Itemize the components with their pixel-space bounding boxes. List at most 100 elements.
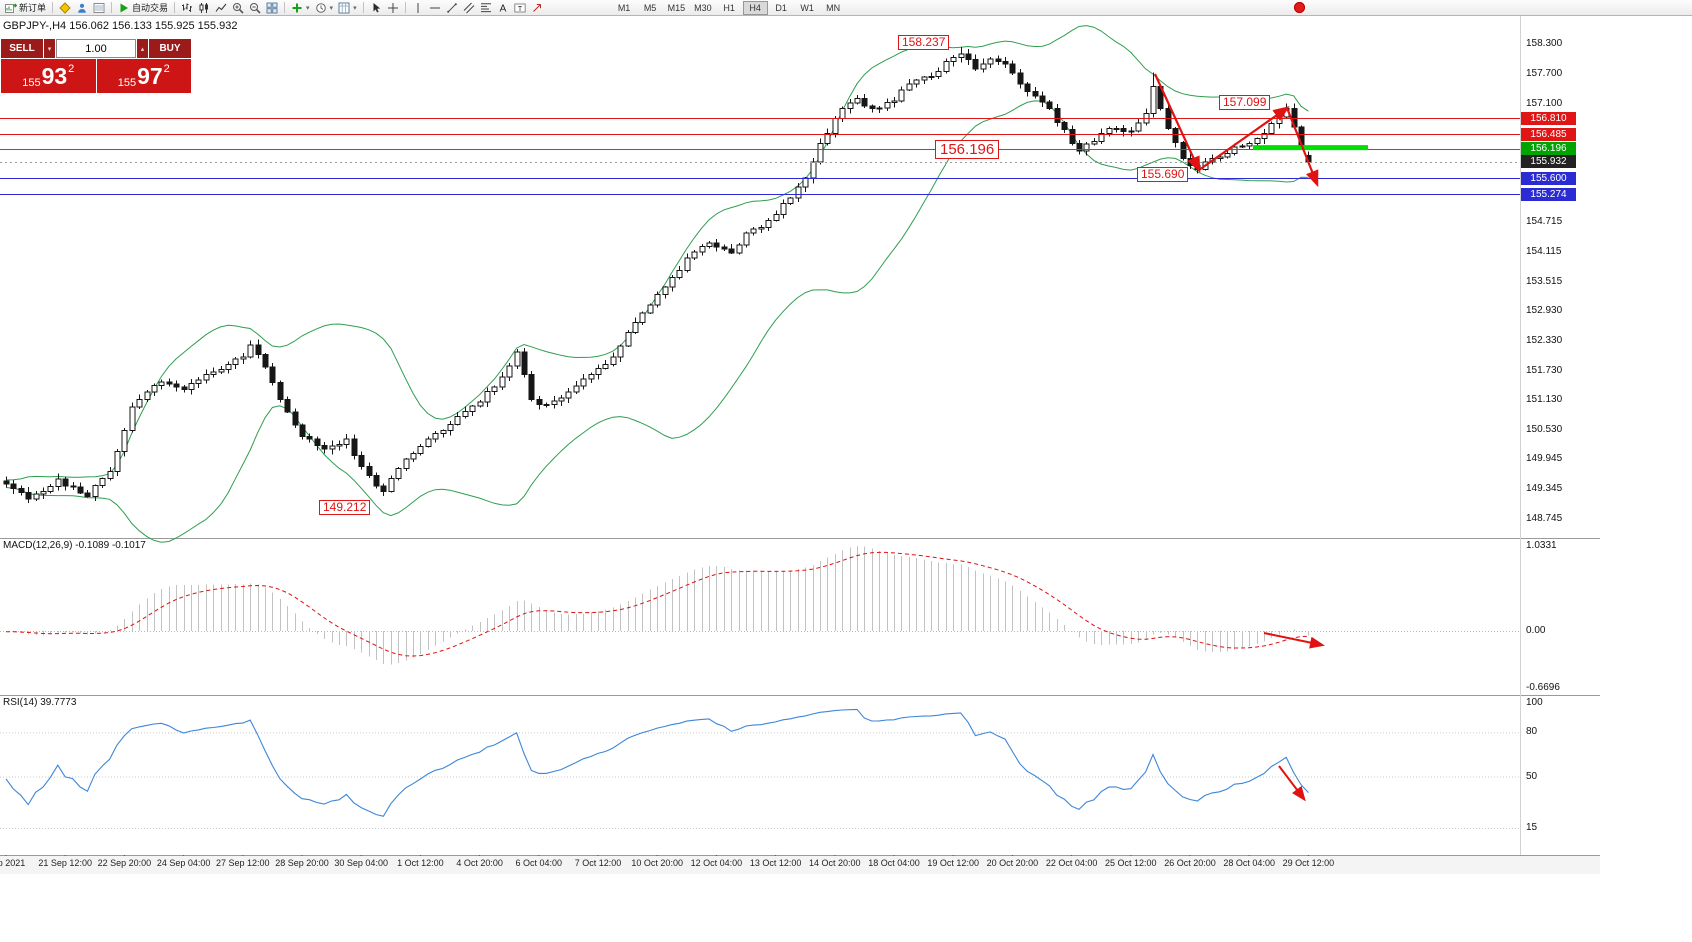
fibonacci-icon [480, 2, 491, 12]
volume-input[interactable]: 1.00 [56, 39, 136, 58]
line-chart-button[interactable] [213, 1, 229, 15]
rsi-arrow[interactable] [1278, 765, 1306, 802]
rsi-axis-label: 50 [1526, 770, 1538, 782]
buy-button[interactable]: BUY [149, 39, 191, 58]
channel-icon [463, 2, 474, 13]
rsi-axis-label: 15 [1526, 821, 1538, 833]
buy-price-base: 155 [117, 77, 137, 89]
timeframe-h4[interactable]: H4 [742, 0, 768, 15]
time-axis-label: 1 Oct 12:00 [397, 858, 444, 868]
zoom-in-button[interactable] [230, 1, 246, 15]
buy-price-button[interactable]: 155 97 2 [96, 59, 191, 93]
candlestick-chart-icon [199, 2, 209, 13]
crosshair-button[interactable] [385, 1, 401, 15]
price-callout[interactable]: 149.212 [319, 500, 371, 515]
price-axis-tag: 156.485 [1521, 127, 1576, 141]
toolbar-separator [362, 2, 364, 13]
price-axis-label: 157.700 [1526, 67, 1563, 79]
timeframe-m30[interactable]: M30 [694, 2, 712, 13]
toolbar-separator [111, 2, 113, 13]
market-watch-button[interactable] [74, 1, 90, 15]
volume-decrease-button[interactable]: ▾ [44, 39, 55, 58]
arrows-button[interactable] [529, 1, 545, 15]
price-callout[interactable]: 156.196 [935, 140, 1000, 159]
macd-histogram [5, 546, 1310, 665]
time-axis-label: 13 Oct 12:00 [749, 858, 802, 868]
bar-chart-icon [182, 3, 193, 12]
time-axis-label: 4 Oct 20:00 [456, 858, 503, 868]
toolbar: 新订单 自动交易 ▾ ▾ ▾ A T M1 M5 M15 M30 H1 H4 D1 W1 MN [0, 0, 1692, 16]
toolbar-separator [284, 2, 286, 13]
price-axis-label: 158.300 [1526, 38, 1563, 49]
sell-price-button[interactable]: 155 93 2 [1, 59, 96, 93]
time-axis-label: 24 Sep 04:00 [156, 858, 211, 868]
tile-windows-icon [266, 2, 278, 13]
horizontal-line-icon [429, 7, 440, 8]
time-axis-label: Sep 2021 [0, 858, 26, 868]
rsi-axis-label: 80 [1526, 726, 1538, 738]
channel-button[interactable] [461, 1, 477, 15]
sell-button[interactable]: SELL [1, 39, 43, 58]
timeframe-w1[interactable]: W1 [800, 2, 814, 13]
timeframe-mn[interactable]: MN [826, 2, 841, 13]
bar-chart-button[interactable] [179, 1, 195, 15]
price-axis-label: 152.330 [1526, 334, 1563, 346]
metaeditor-icon [59, 1, 71, 14]
time-axis-label: 25 Oct 12:00 [1105, 858, 1157, 868]
price-callout[interactable]: 155.690 [1137, 167, 1189, 182]
vertical-line-button[interactable] [410, 1, 426, 15]
autotrading-button[interactable]: 自动交易 [116, 1, 170, 15]
candlestick-chart-button[interactable] [196, 1, 212, 15]
timeframe-m5[interactable]: M5 [643, 2, 657, 13]
fibonacci-button[interactable] [478, 1, 494, 15]
caret-down-icon: ▾ [329, 4, 334, 12]
tile-windows-button[interactable] [264, 1, 280, 15]
candlesticks [3, 47, 1312, 503]
rsi-line [5, 708, 1309, 817]
price-axis-label: 157.100 [1526, 97, 1563, 109]
period-button[interactable]: ▾ [313, 1, 336, 15]
label-icon: T [513, 3, 526, 12]
timeframe-d1[interactable]: D1 [775, 2, 787, 13]
new-order-button-label: 新订单 [19, 3, 47, 13]
time-axis-label: 20 Oct 20:00 [986, 858, 1039, 868]
price-callout[interactable]: 158.237 [898, 35, 950, 50]
macd-arrow[interactable] [1263, 632, 1325, 649]
horizontal-line-button[interactable] [427, 1, 443, 15]
label-button[interactable]: T [512, 1, 528, 15]
timeframe-m15[interactable]: M15 [667, 2, 686, 13]
time-axis-label: 6 Oct 04:00 [515, 858, 563, 868]
bollinger-bands [5, 25, 1309, 543]
rsi-axis-label: 100 [1526, 697, 1543, 708]
cursor-button[interactable] [368, 1, 384, 15]
price-axis-label: 150.530 [1526, 424, 1563, 436]
timeframe-m1[interactable]: M1 [617, 2, 631, 13]
sell-price-base: 155 [22, 77, 41, 89]
caret-down-icon: ▾ [306, 4, 310, 12]
time-axis-label: 12 Oct 04:00 [690, 858, 743, 868]
zoom-out-button[interactable] [247, 1, 263, 15]
volume-increase-button[interactable]: ▴ [137, 39, 148, 58]
metaeditor-button[interactable] [57, 1, 73, 15]
trendline-button[interactable] [444, 1, 460, 15]
time-axis-label: 29 Oct 12:00 [1282, 858, 1335, 868]
time-axis-label: 22 Oct 04:00 [1045, 858, 1098, 868]
new-order-button[interactable]: 新订单 [3, 1, 48, 15]
price-axis-label: 154.715 [1526, 216, 1563, 228]
time-axis-label: 21 Sep 12:00 [38, 858, 92, 868]
text-button[interactable]: A [495, 1, 511, 15]
time-axis-label: 22 Sep 20:00 [97, 858, 152, 868]
indicators-button[interactable]: ▾ [289, 1, 312, 15]
timeframe-h1[interactable]: H1 [723, 2, 735, 13]
notification-badge[interactable] [1294, 2, 1305, 13]
price-callout[interactable]: 157.099 [1219, 95, 1271, 110]
time-axis-label: 26 Oct 20:00 [1164, 858, 1216, 868]
time-axis-label: 10 Oct 20:00 [631, 858, 683, 868]
data-window-button[interactable] [91, 1, 107, 15]
price-axis-label: 153.515 [1526, 275, 1563, 287]
price-axis-label: 154.115 [1526, 246, 1562, 258]
toolbar-separator [404, 2, 406, 13]
trend-arrows[interactable] [1154, 73, 1319, 188]
template-button[interactable]: ▾ [336, 1, 359, 15]
